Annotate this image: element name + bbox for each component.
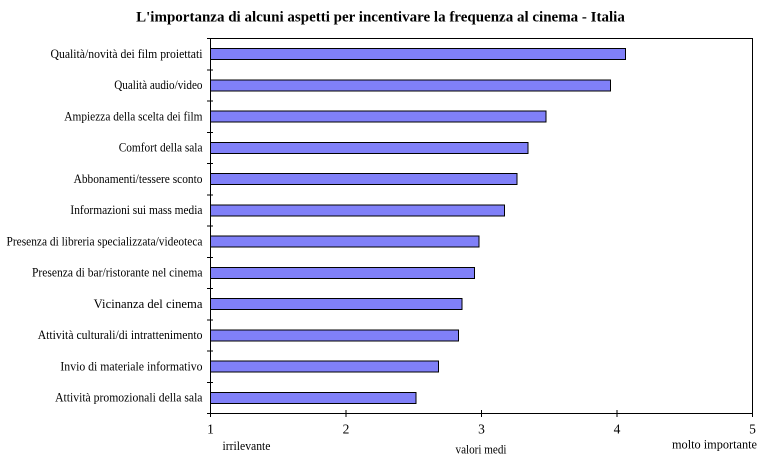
- svg-text:2: 2: [343, 422, 350, 437]
- svg-text:1: 1: [207, 422, 214, 437]
- svg-text:molto importante: molto importante: [672, 438, 757, 452]
- svg-text:Attività culturali/di intratte: Attività culturali/di intrattenimento: [38, 328, 203, 342]
- svg-text:3: 3: [478, 422, 485, 437]
- svg-text:Abbonamenti/tessere sconto: Abbonamenti/tessere sconto: [74, 172, 203, 186]
- svg-text:Vicinanza del cinema: Vicinanza del cinema: [94, 297, 203, 311]
- svg-text:Qualità/novità dei film proiet: Qualità/novità dei film proiettati: [51, 47, 203, 61]
- svg-text:valori medi: valori medi: [456, 443, 507, 457]
- svg-text:irrilevante: irrilevante: [223, 439, 271, 453]
- svg-text:Informazioni sui mass media: Informazioni sui mass media: [70, 203, 203, 217]
- svg-text:Invio di materiale informativo: Invio di materiale informativo: [60, 359, 202, 373]
- svg-text:4: 4: [614, 422, 621, 437]
- svg-text:Comfort della sala: Comfort della sala: [119, 141, 203, 155]
- svg-text:Presenza di libreria specializ: Presenza di libreria specializzata/video…: [7, 234, 203, 248]
- svg-text:Ampiezza della scelta dei film: Ampiezza della scelta dei film: [64, 109, 202, 123]
- svg-text:Qualità audio/video: Qualità audio/video: [114, 78, 202, 92]
- svg-text:L'importanza di alcuni aspetti: L'importanza di alcuni aspetti per incen…: [136, 10, 625, 26]
- svg-text:5: 5: [749, 422, 756, 437]
- svg-text:Presenza di bar/ristorante nel: Presenza di bar/ristorante nel cinema: [32, 266, 203, 280]
- svg-text:Attività promozionali della sa: Attività promozionali della sala: [55, 391, 203, 405]
